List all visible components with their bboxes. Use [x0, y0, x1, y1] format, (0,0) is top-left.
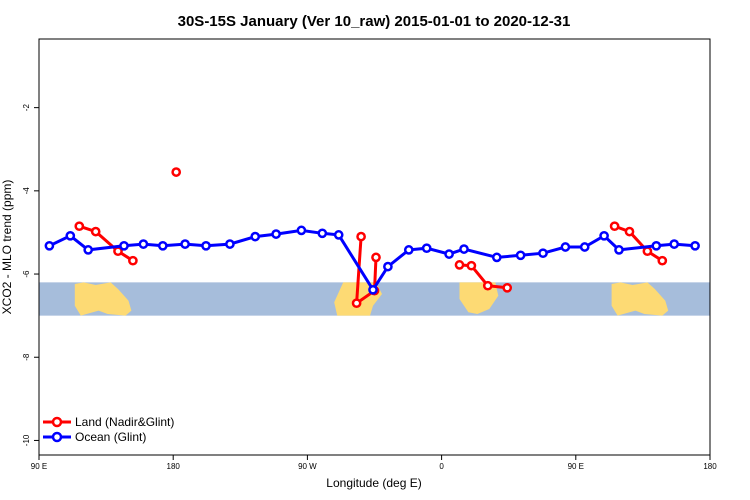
data-point [128, 255, 138, 266]
data-point [624, 226, 635, 237]
data-point [657, 255, 668, 266]
legend-entry: Ocean (Glint) [75, 430, 146, 444]
chart-title: 30S-15S January (Ver 10_raw) 2015-01-01 … [178, 13, 571, 30]
data-point [65, 230, 76, 241]
data-point [538, 248, 548, 259]
data-point [421, 243, 432, 254]
data-point [171, 167, 182, 177]
series-layer [44, 167, 700, 309]
data-point [368, 284, 378, 295]
legend-marker [51, 416, 63, 428]
x-axis-ticks: 90 E 180 90 W 0 90 E 180 [31, 455, 717, 471]
data-point [515, 250, 526, 261]
data-point [642, 246, 653, 257]
data-point [599, 230, 609, 241]
data-point [560, 242, 571, 252]
data-point [356, 231, 366, 242]
data-point [90, 226, 101, 237]
data-point [44, 240, 55, 251]
data-point [444, 249, 454, 259]
data-point [482, 280, 493, 291]
series-line [614, 224, 664, 262]
data-point [491, 252, 502, 263]
data-point [690, 240, 700, 251]
data-point [225, 239, 235, 249]
map-landmass [74, 282, 132, 316]
x-tick-label: 0 [439, 462, 444, 471]
data-point [669, 239, 680, 249]
data-point [74, 221, 85, 232]
data-point [614, 245, 624, 255]
data-point [296, 225, 307, 236]
data-point [579, 242, 590, 252]
series-line [78, 224, 134, 262]
series-line [459, 263, 508, 290]
data-point [333, 230, 344, 240]
legend-marker [51, 431, 63, 443]
plot-frame [38, 38, 711, 456]
data-point [317, 228, 328, 239]
legend: Land (Nadir&Glint)Ocean (Glint) [43, 415, 174, 444]
y-tick-label: -6 [22, 270, 31, 278]
y-tick-label: -10 [22, 434, 31, 446]
y-tick-label: -4 [22, 187, 31, 195]
data-point [502, 282, 513, 293]
y-tick-label: -8 [22, 353, 31, 361]
y-axis-ticks: -2 -4 -6 -8 -10 [22, 104, 39, 446]
ocean-series [44, 225, 700, 295]
data-point [201, 240, 211, 251]
data-point [157, 240, 168, 251]
data-point [138, 239, 149, 249]
data-point [383, 261, 393, 272]
data-point [459, 244, 469, 254]
y-axis-label: XCO2 - MLO trend (ppm) [0, 180, 14, 315]
data-point [250, 231, 261, 242]
data-point [371, 252, 381, 263]
data-point [609, 221, 620, 232]
x-tick-label: 180 [167, 462, 181, 471]
y-tick-label: -2 [22, 104, 31, 112]
data-point [466, 260, 477, 271]
x-tick-label: 90 E [568, 462, 584, 471]
data-point [651, 240, 662, 251]
data-point [83, 245, 94, 255]
data-point [403, 245, 414, 255]
x-tick-label: 180 [703, 462, 717, 471]
data-point [351, 298, 362, 309]
data-point [180, 239, 190, 249]
data-point [119, 240, 129, 251]
map-landmass [611, 282, 669, 316]
x-axis-label: Longitude (deg E) [326, 476, 421, 490]
data-point [454, 260, 465, 270]
x-tick-label: 90 W [298, 462, 317, 471]
x-tick-label: 90 E [31, 462, 47, 471]
data-point [271, 229, 281, 239]
legend-entry: Land (Nadir&Glint) [75, 415, 174, 429]
